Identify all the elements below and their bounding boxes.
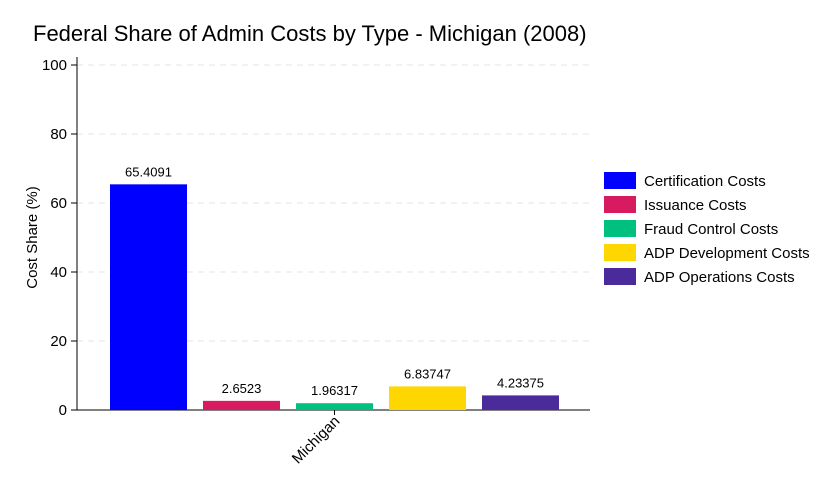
x-tick-label: Michigan [289,413,343,467]
grid [77,64,590,342]
y-tick-label: 40 [50,264,67,281]
bar [203,400,280,410]
bar [110,184,187,410]
bar-value-label: 1.96317 [311,383,358,398]
bar-value-label: 6.83747 [404,366,451,381]
legend-swatch [604,268,636,285]
legend-entry: ADP Development Costs [644,245,810,262]
legend-swatch [604,172,636,189]
y-tick-label: 100 [42,57,67,74]
y-tick-label: 80 [50,126,67,143]
y-tick-label: 60 [50,195,67,212]
legend-entry: ADP Operations Costs [644,269,795,286]
legend-swatch [604,196,636,213]
bar-value-label: 4.23375 [497,375,544,390]
y-axis-label: Cost Share (%) [24,186,41,289]
legend-entry: Fraud Control Costs [644,221,778,238]
bar [389,386,466,410]
bars: 65.4091 2.6523 1.96317 6.83747 4.23375 [110,164,559,410]
legend: Certification Costs Issuance Costs Fraud C… [604,172,810,286]
bar-value-label: 65.4091 [125,164,172,179]
legend-entry: Issuance Costs [644,197,747,214]
chart-title: Federal Share of Admin Costs by Type - M… [33,21,587,46]
legend-swatch [604,220,636,237]
y-tick-label: 0 [59,402,67,419]
legend-entry: Certification Costs [644,173,766,190]
bar [482,395,559,410]
bar [296,403,373,410]
bar-value-label: 2.6523 [222,381,262,396]
y-tick-label: 20 [50,333,67,350]
legend-swatch [604,244,636,261]
